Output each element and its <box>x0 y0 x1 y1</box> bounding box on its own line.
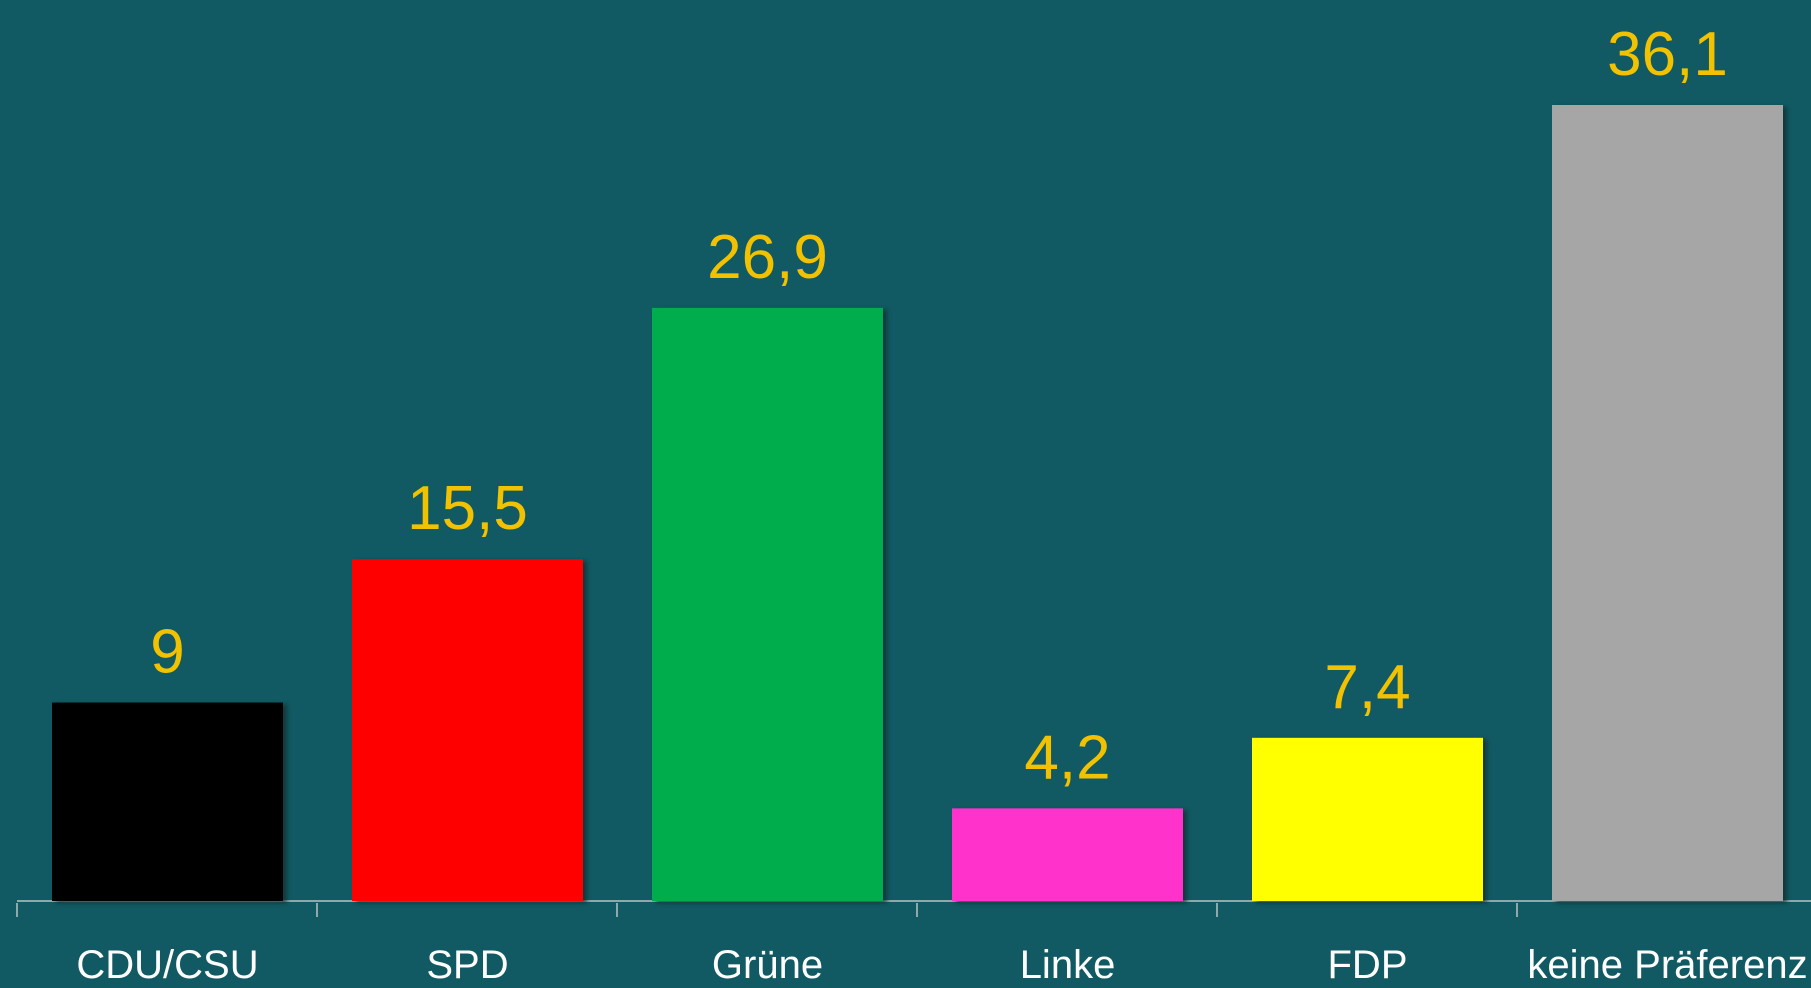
bar <box>1252 737 1483 901</box>
x-tick-label: SPD <box>426 943 508 987</box>
x-tick-label: Grüne <box>712 943 823 987</box>
value-label: 7,4 <box>1324 653 1410 722</box>
value-label: 15,5 <box>407 474 528 543</box>
value-label: 9 <box>150 618 184 687</box>
x-tick-label: FDP <box>1328 943 1408 987</box>
bar <box>1552 105 1783 901</box>
value-label: 4,2 <box>1024 723 1110 792</box>
bar <box>652 307 883 901</box>
bar <box>52 702 283 901</box>
x-tick-label: Linke <box>1020 943 1116 987</box>
value-label: 26,9 <box>707 223 828 292</box>
x-tick-label: keine Präferenz <box>1527 943 1807 987</box>
value-label: 36,1 <box>1607 20 1728 89</box>
bar <box>952 808 1183 901</box>
bar <box>352 559 583 901</box>
x-tick-label: CDU/CSU <box>76 943 258 987</box>
